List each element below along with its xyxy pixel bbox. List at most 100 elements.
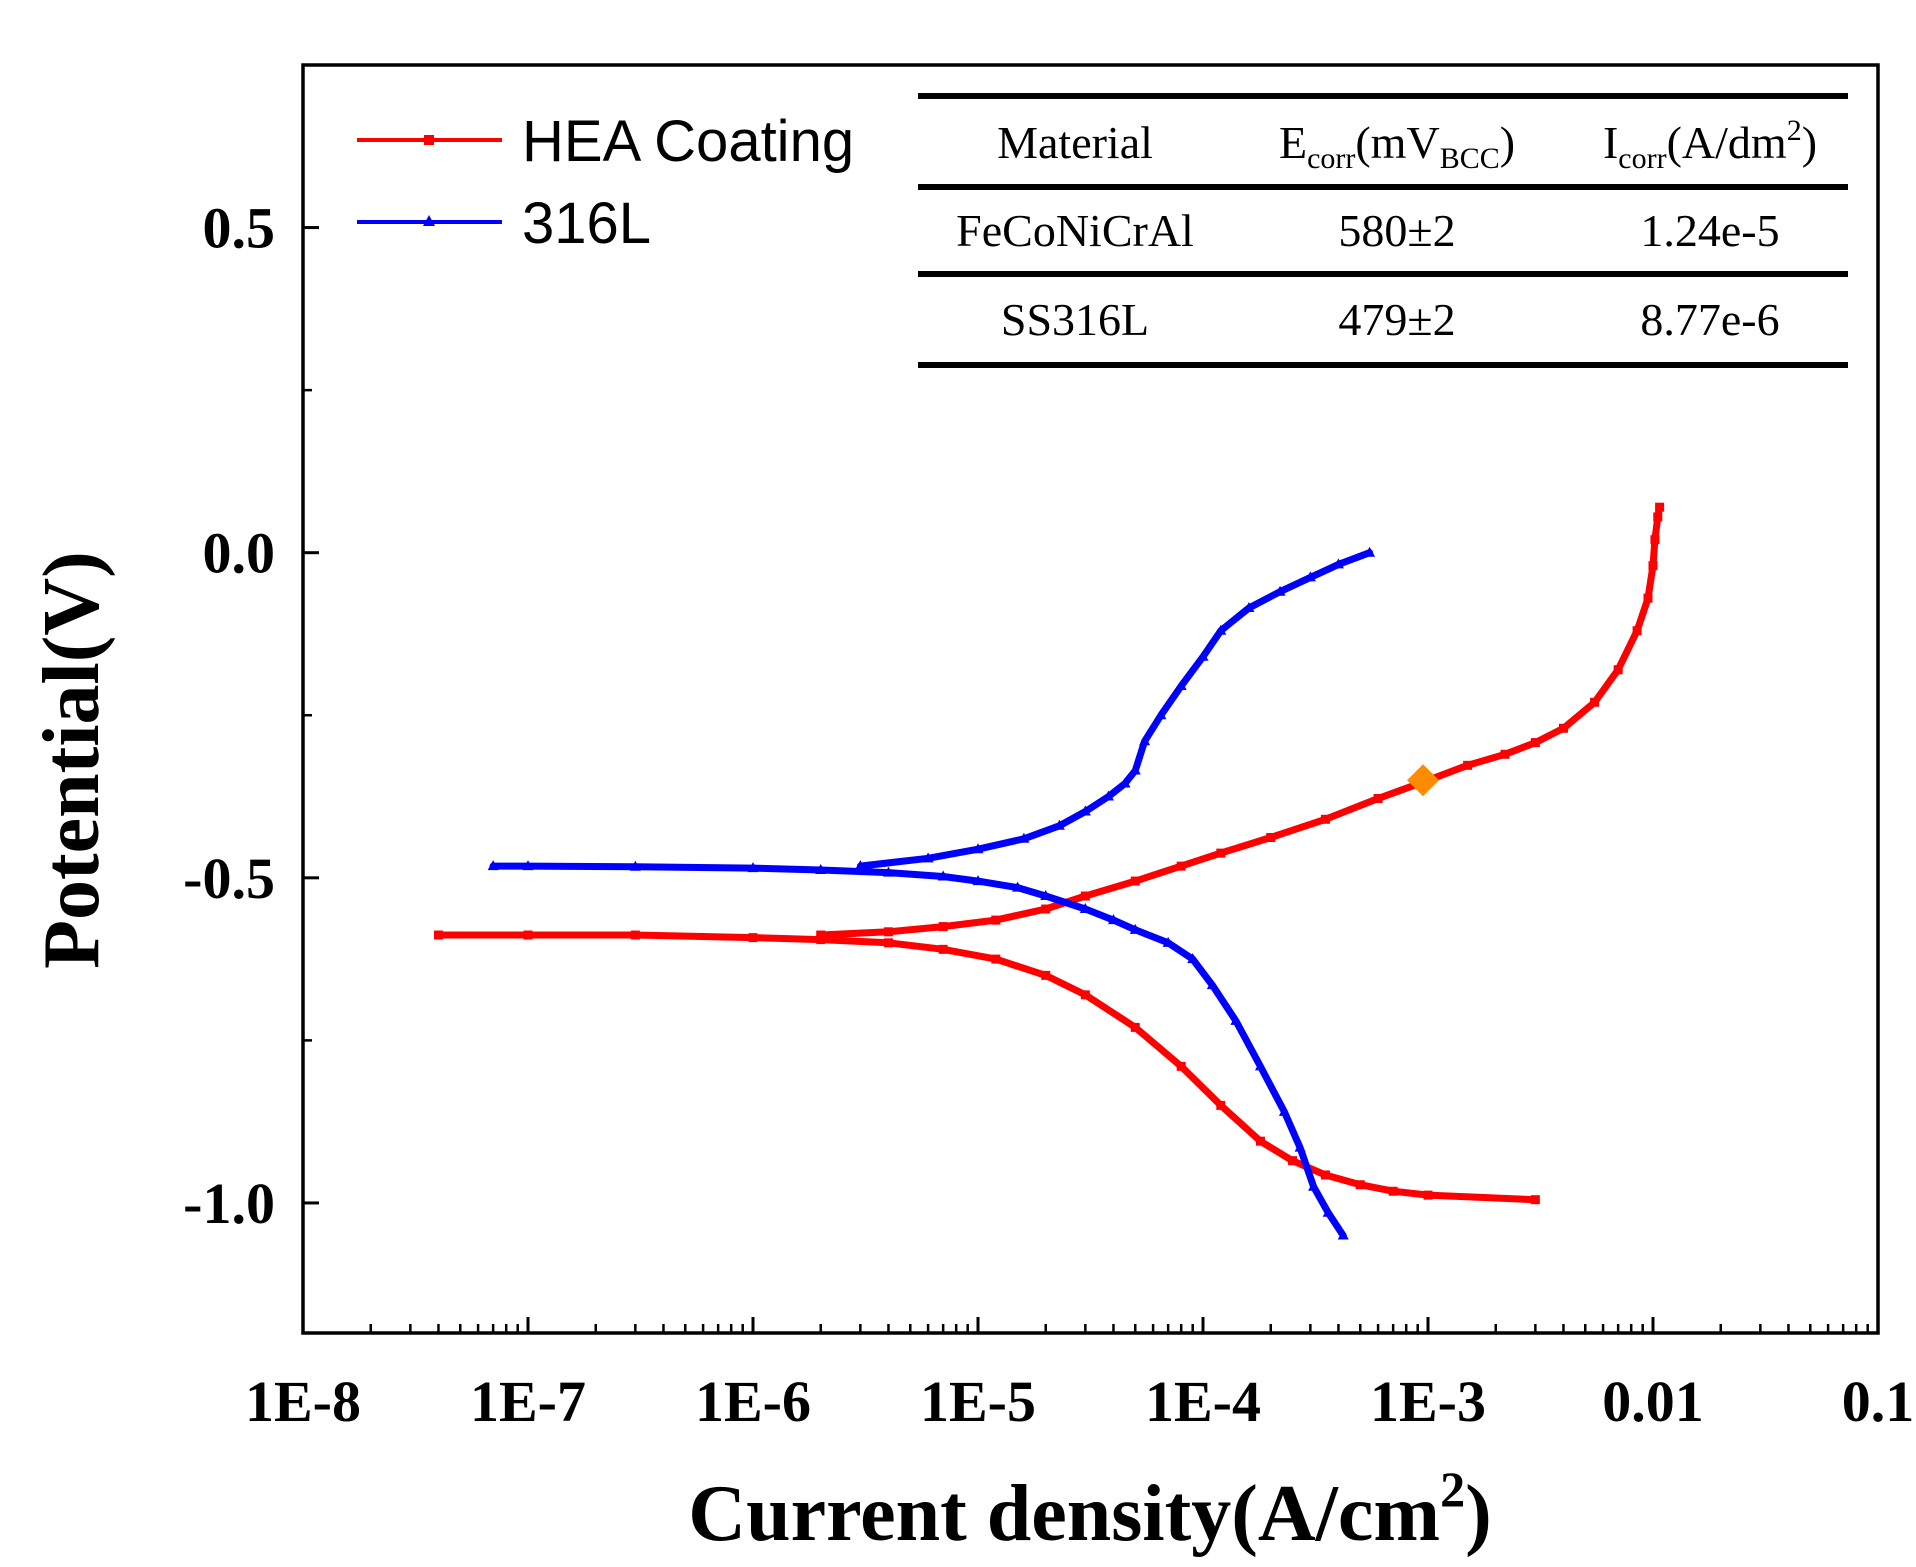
series-marker [938,922,948,932]
series-marker [1255,1136,1265,1146]
y-tick-label: -1.0 [183,1171,275,1236]
series-marker [1130,1022,1140,1032]
series-marker [1355,1180,1365,1190]
table-cell: 1.24e-5 [1640,205,1779,256]
plot-frame [301,63,1880,1335]
series-marker [1388,1186,1398,1196]
series-marker [1590,697,1600,707]
series-line-0 [435,931,1539,1204]
series-marker [1288,1156,1298,1166]
series-marker [1294,1141,1306,1152]
series-marker [1041,904,1051,914]
series-marker [1243,601,1255,612]
table-header: Icorr(A/dm2) [1603,114,1817,175]
legend-label: HEA Coating [522,109,854,174]
series-marker [938,944,948,954]
series-marker [747,862,759,873]
series-marker [1139,735,1151,746]
x-tick-label: 1E-8 [245,1369,361,1434]
series-marker [1530,1195,1540,1205]
table-cell: 580±2 [1338,205,1455,256]
series-marker [972,843,984,854]
series-marker [1423,1190,1433,1200]
series-marker [1053,819,1065,830]
series-marker [1079,903,1091,914]
legend: HEA Coating 316L [357,109,854,256]
series-marker [522,860,534,871]
x-tick-label: 0.1 [1842,1369,1915,1434]
series-marker [1322,1206,1334,1217]
series-marker [1130,876,1140,886]
series-marker [1320,814,1330,824]
x-tick-label: 1E-3 [1370,1369,1486,1434]
series-marker [629,860,641,871]
series-marker [1206,979,1218,990]
series-marker [1129,764,1141,775]
series-marker [487,860,499,871]
series-marker [1337,1229,1349,1240]
series-marker [523,930,533,940]
series-marker [1254,1060,1266,1071]
series-marker [1230,1014,1242,1025]
series-marker [1107,914,1119,925]
series-marker [922,852,934,863]
series-marker [630,930,640,940]
series-marker [1632,626,1642,636]
series-marker [1364,546,1376,557]
series-marker [991,915,1001,925]
series-marker [1129,923,1141,934]
y-axis-ticks: 0.5 0.0 -0.5 -1.0 [183,196,319,1236]
series-marker [1040,890,1052,901]
x-tick-label: 0.01 [1602,1369,1704,1434]
series-marker [883,927,893,937]
series-marker [1278,1105,1290,1116]
series-marker [1648,561,1658,571]
plot-border [301,63,1880,1335]
series-marker [937,870,949,881]
series-marker [1530,738,1540,748]
series-marker [1500,749,1510,759]
table-header: Material [997,117,1153,168]
series-marker [1643,593,1653,603]
table-cell: 479±2 [1338,294,1455,345]
series-marker [1176,861,1186,871]
series-marker [1274,585,1286,596]
series-marker [1080,891,1090,901]
series-marker [1187,953,1199,964]
y-tick-label: 0.5 [203,196,276,261]
series-marker [1079,805,1091,816]
legend-marker [423,215,435,226]
series-marker [991,954,1001,964]
series-marker [1308,1180,1320,1191]
series-marker [1650,535,1660,545]
x-tick-label: 1E-4 [1145,1369,1261,1434]
series-marker [1558,723,1568,733]
x-axis-title: Current density(A/cm2) [688,1461,1491,1558]
series-marker [1463,760,1473,770]
x-axis-ticks: 1E-8 1E-7 1E-6 1E-5 1E-4 1E-3 0.01 0.1 [245,1317,1914,1434]
series-marker [1266,833,1276,843]
series-marker [1320,1170,1330,1180]
series-marker [882,866,894,877]
series-marker [1119,777,1131,788]
series-layer [433,502,1665,1240]
table-cell: SS316L [1001,294,1149,345]
series-marker [1216,1100,1226,1110]
series-marker [748,933,758,943]
series-marker [816,935,826,945]
series-marker [1012,881,1024,892]
series-marker [1197,650,1209,661]
series-marker [854,860,866,871]
series-line-2 [489,862,1347,1239]
series-marker [1373,793,1383,803]
series-marker [1215,624,1227,635]
series-marker [1655,502,1665,512]
series-marker [1018,832,1030,843]
inset-table: Material Ecorr(mVBCC) Icorr(A/dm2) FeCoNiCr… [918,93,1848,368]
x-tick-label: 1E-6 [695,1369,811,1434]
y-tick-label: -0.5 [183,846,275,911]
legend-label: 316L [522,191,651,256]
series-marker [1162,936,1174,947]
series-marker [1332,558,1344,569]
